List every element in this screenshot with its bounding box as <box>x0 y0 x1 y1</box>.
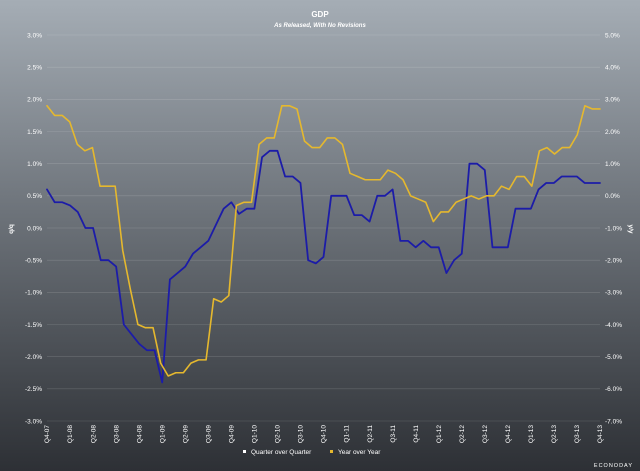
left-tick-label: 2.5% <box>27 64 42 71</box>
x-tick-label: Q3-08 <box>113 425 120 443</box>
series-line-year-over-year <box>46 104 601 377</box>
right-tick-label: -2.0% <box>605 257 622 264</box>
series-line-quarter-over-quarter <box>46 149 601 384</box>
right-tick-label: 2.0% <box>605 129 620 136</box>
x-tick-label: Q3-09 <box>205 425 212 443</box>
x-tick-label: Q1-09 <box>159 425 166 443</box>
grid-lines <box>47 34 600 422</box>
left-tick-label: -0.5% <box>25 257 42 264</box>
x-tick-label: Q2-13 <box>551 425 558 443</box>
left-axis-ticks: 3.0% 2.5% 2.0% 1.5% 1.0% 0.5% 0.0% -0.5% -1.0% -1… <box>25 32 42 425</box>
x-tick-label: Q4-09 <box>229 425 236 443</box>
x-tick-label: Q1-13 <box>528 425 535 443</box>
right-tick-label: -5.0% <box>605 354 622 361</box>
x-tick-label: Q2-08 <box>90 425 97 443</box>
legend-label-quarter-over-quarter: Quarter over Quarter <box>251 449 312 456</box>
left-axis-label: q/q <box>8 224 15 234</box>
left-tick-label: 0.5% <box>27 193 42 200</box>
right-tick-label: 1.0% <box>605 161 620 168</box>
legend: Quarter over Quarter Year over Year <box>243 449 381 456</box>
left-tick-label: -1.5% <box>25 322 42 329</box>
left-tick-label: 1.0% <box>27 161 42 168</box>
right-tick-label: 5.0% <box>605 32 620 39</box>
x-tick-label: Q2-10 <box>275 425 282 443</box>
right-tick-label: -6.0% <box>605 386 622 393</box>
x-tick-label: Q1-10 <box>252 425 259 443</box>
x-tick-label: Q4-10 <box>321 425 328 443</box>
legend-marker-quarter-over-quarter <box>243 450 246 453</box>
legend-marker-year-over-year <box>330 450 333 453</box>
right-tick-label: -7.0% <box>605 418 622 425</box>
left-tick-label: -1.0% <box>25 290 42 297</box>
right-tick-label: -3.0% <box>605 290 622 297</box>
x-tick-label: Q2-09 <box>182 425 189 443</box>
legend-label-year-over-year: Year over Year <box>338 449 381 456</box>
right-tick-label: -4.0% <box>605 322 622 329</box>
x-tick-label: Q1-08 <box>67 425 74 443</box>
chart-title: GDP <box>311 10 329 19</box>
x-tick-label: Q4-07 <box>44 425 51 443</box>
chart-subtitle: As Released, With No Revisions <box>273 23 366 29</box>
right-tick-label: 3.0% <box>605 97 620 104</box>
x-tick-label: Q4-13 <box>597 425 604 443</box>
brand-watermark: ECONODAY <box>594 463 633 469</box>
right-tick-label: -1.0% <box>605 225 622 232</box>
x-tick-label: Q4-11 <box>413 425 420 443</box>
x-tick-label: Q2-11 <box>367 425 374 443</box>
x-tick-label: Q1-11 <box>344 425 351 443</box>
x-tick-label: Q4-12 <box>505 425 512 443</box>
left-tick-label: 1.5% <box>27 129 42 136</box>
x-tick-label: Q3-13 <box>574 425 581 443</box>
left-tick-label: -3.0% <box>25 418 42 425</box>
right-axis-ticks: 5.0% 4.0% 3.0% 2.0% 1.0% 0.0% -1.0% -2.0% -3.0% -… <box>605 32 622 425</box>
x-tick-label: Q4-08 <box>136 425 143 443</box>
left-tick-label: -2.0% <box>25 354 42 361</box>
x-tick-label: Q3-11 <box>390 425 397 443</box>
x-tick-label: Q2-12 <box>459 425 466 443</box>
x-tick-label: Q1-12 <box>436 425 443 443</box>
series-layer <box>46 104 601 384</box>
right-axis-label: y/y <box>627 224 634 233</box>
left-tick-label: 2.0% <box>27 97 42 104</box>
right-tick-label: 0.0% <box>605 193 620 200</box>
x-axis-ticks: Q4-07 Q1-08 Q2-08 Q3-08 Q4-08 Q1-09 Q2-09 Q3-09… <box>44 425 604 443</box>
x-tick-label: Q3-12 <box>482 425 489 443</box>
right-tick-label: 4.0% <box>605 64 620 71</box>
x-tick-label: Q3-10 <box>298 425 305 443</box>
left-tick-label: 0.0% <box>27 225 42 232</box>
left-tick-label: -2.5% <box>25 386 42 393</box>
left-tick-label: 3.0% <box>27 32 42 39</box>
